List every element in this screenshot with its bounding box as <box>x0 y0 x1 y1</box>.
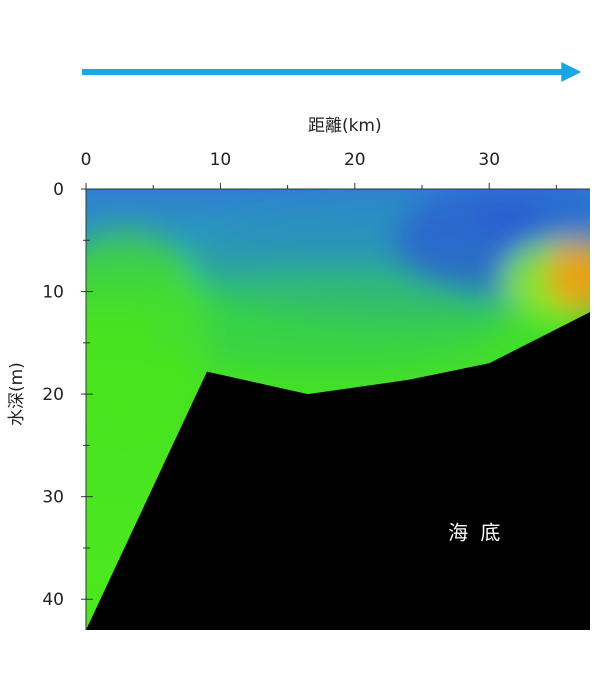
y-tick-label: 40 <box>42 590 64 610</box>
y-axis-ticks <box>81 188 93 600</box>
y-tick-label: 20 <box>42 385 64 405</box>
x-axis-ticks <box>85 183 557 189</box>
x-tick-label: 10 <box>210 150 232 170</box>
x-tick-label: 20 <box>344 150 366 170</box>
seabed-polygon <box>86 312 590 630</box>
contour-blob <box>547 240 590 313</box>
x-tick-label: 0 <box>81 150 92 170</box>
direction-arrow-head <box>561 62 582 82</box>
contour-blob <box>475 189 590 251</box>
contour-blobs <box>86 189 590 436</box>
contour-blob <box>153 276 503 369</box>
x-axis-title: 距離(km) <box>308 116 382 136</box>
x-tick-label: 30 <box>478 150 500 170</box>
y-tick-label: 0 <box>53 180 64 200</box>
y-axis-title: 水深(m) <box>7 362 27 426</box>
y-tick-label: 30 <box>42 488 64 508</box>
direction-arrow <box>82 62 582 82</box>
seabed-label: 海 底 <box>448 521 503 545</box>
y-axis-tick-labels: 0 10 20 30 40 <box>42 180 64 610</box>
contour-blob <box>86 230 207 436</box>
y-tick-label: 10 <box>42 283 64 303</box>
x-axis-tick-labels: 0 10 20 30 <box>81 150 500 170</box>
